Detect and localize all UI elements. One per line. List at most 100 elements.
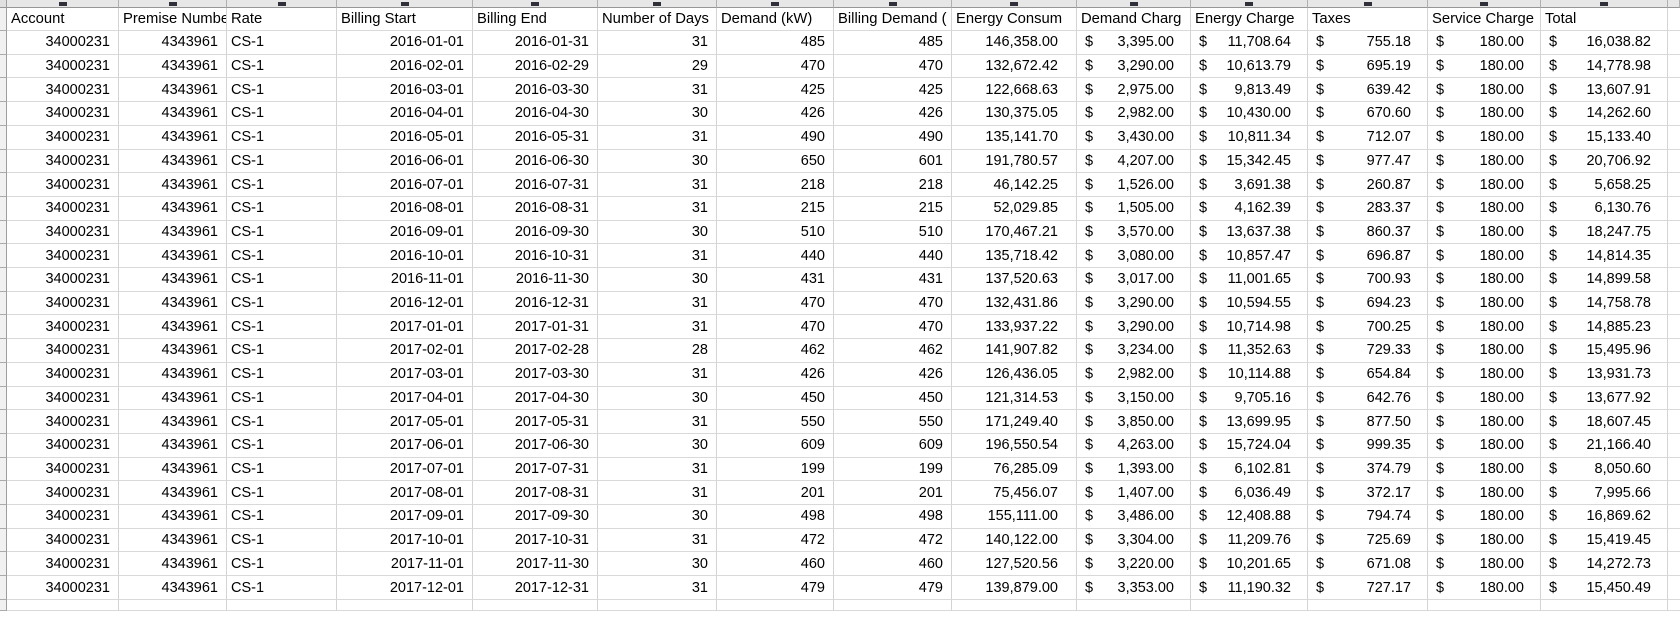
row-gutter[interactable] — [0, 196, 7, 221]
cell-billing_end[interactable]: 2017-12-31 — [473, 576, 598, 600]
cell-energy_consumption[interactable]: 135,141.70 — [952, 125, 1077, 150]
cell-energy_consumption[interactable]: 196,550.54 — [952, 433, 1077, 458]
cell-energy_charge[interactable]: $6,102.81 — [1191, 457, 1308, 482]
cell-demand[interactable]: 490 — [717, 125, 834, 150]
cell-rate[interactable]: CS-1 — [227, 339, 337, 363]
empty-cell[interactable] — [1308, 599, 1428, 611]
cell-days[interactable]: 31 — [598, 244, 717, 269]
cell-rate[interactable]: CS-1 — [227, 125, 337, 150]
cell-service_charge[interactable]: $180.00 — [1428, 386, 1541, 411]
cell-billing_end[interactable]: 2016-03-30 — [473, 78, 598, 103]
cell-taxes[interactable]: $755.18 — [1308, 31, 1428, 55]
cell-days[interactable]: 31 — [598, 173, 717, 197]
cell-energy_consumption[interactable]: 133,937.22 — [952, 315, 1077, 340]
cell-energy_consumption[interactable]: 127,520.56 — [952, 552, 1077, 577]
cell-total[interactable]: $8,050.60 — [1541, 457, 1668, 482]
cell-billing_end[interactable]: 2016-07-31 — [473, 173, 598, 197]
cell-service_charge[interactable]: $180.00 — [1428, 125, 1541, 150]
cell-total[interactable]: $18,247.75 — [1541, 220, 1668, 245]
cell-billing_start[interactable]: 2017-04-01 — [337, 386, 473, 411]
cell-energy_charge[interactable]: $11,352.63 — [1191, 339, 1308, 363]
column-header-demand_charge[interactable]: Demand Charg — [1077, 8, 1191, 31]
cell-account[interactable]: 34000231 — [7, 576, 119, 600]
column-letter-premise[interactable] — [119, 0, 227, 8]
empty-cell[interactable] — [1077, 599, 1191, 611]
empty-cell[interactable] — [1191, 599, 1308, 611]
column-header-total[interactable]: Total — [1541, 8, 1668, 31]
cell-billing_start[interactable]: 2016-09-01 — [337, 220, 473, 245]
cell-billing_demand[interactable]: 472 — [834, 528, 952, 553]
cell-billing_start[interactable]: 2017-02-01 — [337, 339, 473, 363]
cell-demand[interactable]: 479 — [717, 576, 834, 600]
column-letter-account[interactable] — [7, 0, 119, 8]
cell-account[interactable]: 34000231 — [7, 505, 119, 529]
row-gutter[interactable] — [0, 149, 7, 174]
cell-days[interactable]: 31 — [598, 125, 717, 150]
cell-service_charge[interactable]: $180.00 — [1428, 315, 1541, 340]
cell-account[interactable]: 34000231 — [7, 362, 119, 387]
cell-demand_charge[interactable]: $3,220.00 — [1077, 552, 1191, 577]
cell-energy_consumption[interactable]: 146,358.00 — [952, 31, 1077, 55]
column-header-days[interactable]: Number of Days — [598, 8, 717, 31]
cell-service_charge[interactable]: $180.00 — [1428, 54, 1541, 79]
cell-days[interactable]: 30 — [598, 386, 717, 411]
row-gutter[interactable] — [0, 599, 7, 611]
empty-cell[interactable] — [717, 599, 834, 611]
cell-billing_end[interactable]: 2016-12-31 — [473, 291, 598, 316]
cell-energy_consumption[interactable]: 122,668.63 — [952, 78, 1077, 103]
cell-billing_start[interactable]: 2017-08-01 — [337, 481, 473, 506]
cell-demand[interactable]: 460 — [717, 552, 834, 577]
cell-rate[interactable]: CS-1 — [227, 291, 337, 316]
row-gutter[interactable] — [0, 8, 7, 31]
column-header-demand[interactable]: Demand (kW) — [717, 8, 834, 31]
cell-energy_consumption[interactable]: 132,672.42 — [952, 54, 1077, 79]
cell-energy_charge[interactable]: $10,430.00 — [1191, 102, 1308, 126]
cell-premise[interactable]: 4343961 — [119, 528, 227, 553]
cell-service_charge[interactable]: $180.00 — [1428, 362, 1541, 387]
cell-rate[interactable]: CS-1 — [227, 244, 337, 269]
cell-billing_start[interactable]: 2016-12-01 — [337, 291, 473, 316]
column-header-billing_start[interactable]: Billing Start — [337, 8, 473, 31]
cell-billing_end[interactable]: 2017-09-30 — [473, 505, 598, 529]
cell-billing_demand[interactable]: 440 — [834, 244, 952, 269]
cell-demand[interactable]: 462 — [717, 339, 834, 363]
cell-taxes[interactable]: $999.35 — [1308, 433, 1428, 458]
cell-demand_charge[interactable]: $3,290.00 — [1077, 315, 1191, 340]
cell-billing_demand[interactable]: 199 — [834, 457, 952, 482]
cell-total[interactable]: $14,885.23 — [1541, 315, 1668, 340]
column-header-energy_consumption[interactable]: Energy Consum — [952, 8, 1077, 31]
cell-days[interactable]: 31 — [598, 315, 717, 340]
cell-premise[interactable]: 4343961 — [119, 102, 227, 126]
cell-total[interactable]: $14,778.98 — [1541, 54, 1668, 79]
cell-total[interactable]: $14,262.60 — [1541, 102, 1668, 126]
cell-rate[interactable]: CS-1 — [227, 386, 337, 411]
cell-energy_charge[interactable]: $9,813.49 — [1191, 78, 1308, 103]
cell-demand[interactable]: 472 — [717, 528, 834, 553]
cell-demand_charge[interactable]: $2,975.00 — [1077, 78, 1191, 103]
cell-demand_charge[interactable]: $2,982.00 — [1077, 102, 1191, 126]
cell-account[interactable]: 34000231 — [7, 31, 119, 55]
cell-billing_demand[interactable]: 470 — [834, 315, 952, 340]
cell-demand[interactable]: 470 — [717, 54, 834, 79]
cell-taxes[interactable]: $860.37 — [1308, 220, 1428, 245]
cell-energy_charge[interactable]: $4,162.39 — [1191, 196, 1308, 221]
cell-billing_start[interactable]: 2016-07-01 — [337, 173, 473, 197]
cell-total[interactable]: $5,658.25 — [1541, 173, 1668, 197]
cell-energy_consumption[interactable]: 171,249.40 — [952, 410, 1077, 434]
cell-energy_consumption[interactable]: 121,314.53 — [952, 386, 1077, 411]
cell-days[interactable]: 31 — [598, 457, 717, 482]
cell-premise[interactable]: 4343961 — [119, 125, 227, 150]
row-gutter[interactable] — [0, 528, 7, 553]
cell-energy_charge[interactable]: $10,714.98 — [1191, 315, 1308, 340]
cell-billing_demand[interactable]: 215 — [834, 196, 952, 221]
cell-billing_demand[interactable]: 601 — [834, 149, 952, 174]
cell-billing_demand[interactable]: 431 — [834, 268, 952, 292]
row-gutter[interactable] — [0, 339, 7, 363]
cell-demand[interactable]: 440 — [717, 244, 834, 269]
cell-taxes[interactable]: $977.47 — [1308, 149, 1428, 174]
cell-energy_consumption[interactable]: 155,111.00 — [952, 505, 1077, 529]
cell-taxes[interactable]: $696.87 — [1308, 244, 1428, 269]
cell-billing_end[interactable]: 2016-09-30 — [473, 220, 598, 245]
cell-demand[interactable]: 470 — [717, 291, 834, 316]
cell-billing_start[interactable]: 2017-10-01 — [337, 528, 473, 553]
